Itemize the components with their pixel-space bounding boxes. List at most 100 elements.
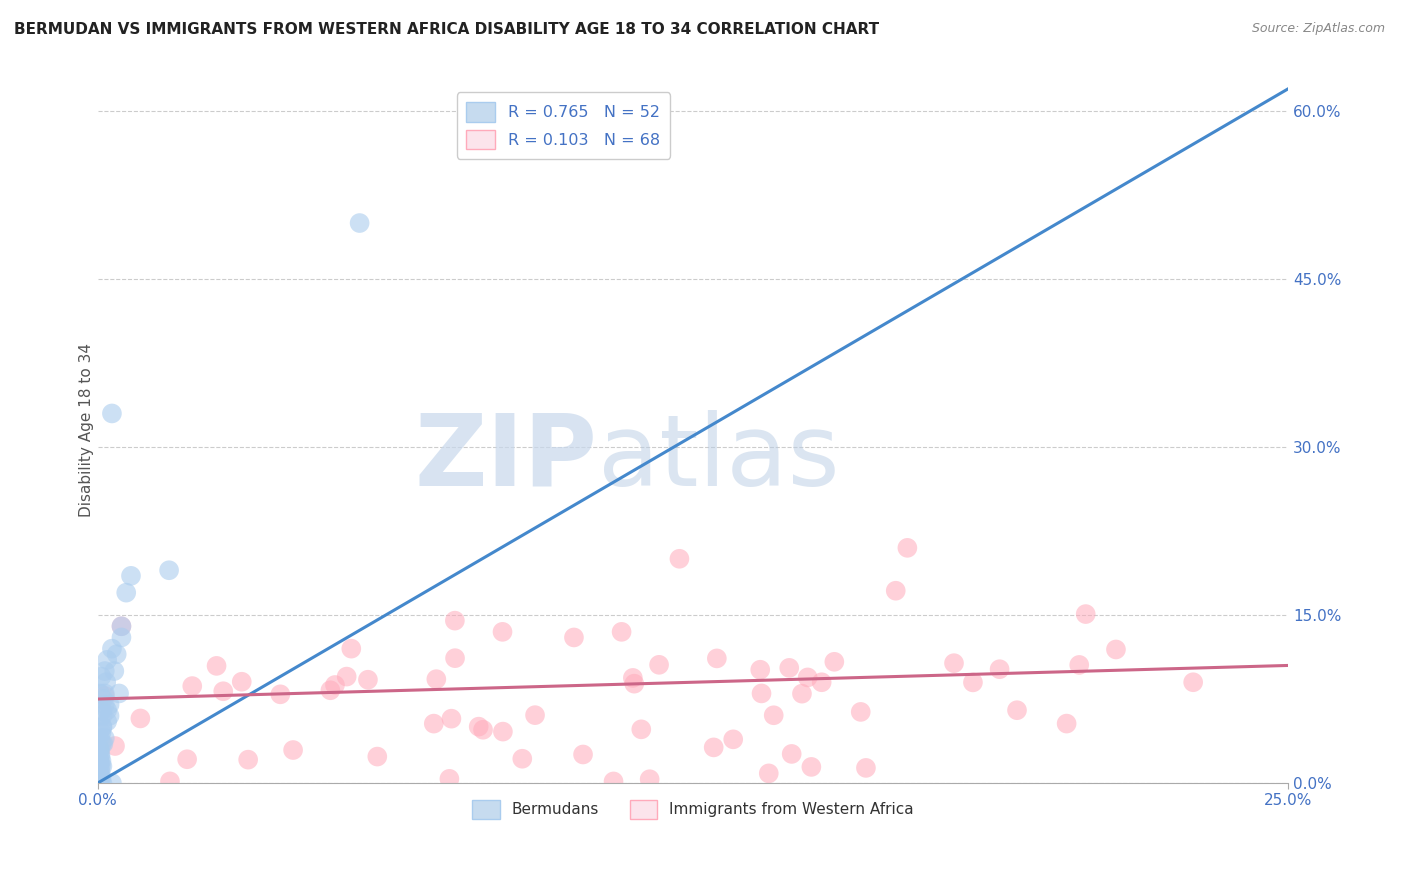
Point [94,698,117,712]
Point [1182,675,1205,690]
Point [93,692,115,706]
Point [648,657,671,672]
Point [94,731,117,746]
Point [89,754,111,768]
Point [366,749,388,764]
Point [638,772,661,787]
Point [94,664,117,678]
Point [89,747,111,762]
Point [96,703,118,717]
Point [90,725,112,739]
Point [762,708,785,723]
Point [340,641,363,656]
Point [602,774,624,789]
Point [110,631,132,645]
Point [323,678,346,692]
Point [721,732,744,747]
Point [129,711,152,725]
Point [89,742,111,756]
Point [440,712,463,726]
Point [212,684,235,698]
Point [572,747,595,762]
Point [89,747,111,762]
Point [269,687,291,701]
Point [157,563,180,577]
Point [89,764,111,779]
Point [439,772,461,786]
Point [621,671,644,685]
Point [93,737,115,751]
Point [104,739,127,753]
Point [943,656,966,670]
Point [98,709,121,723]
Point [758,766,780,780]
Point [90,771,112,785]
Point [425,672,447,686]
Legend: Bermudans, Immigrants from Western Africa: Bermudans, Immigrants from Western Afric… [465,794,920,825]
Point [810,675,832,690]
Point [988,662,1011,676]
Point [751,686,773,700]
Point [115,585,138,599]
Point [610,624,633,639]
Point [87,764,110,779]
Point [800,760,823,774]
Point [87,754,110,768]
Point [91,720,114,734]
Point [524,708,547,723]
Point [101,641,124,656]
Point [778,661,800,675]
Text: Source: ZipAtlas.com: Source: ZipAtlas.com [1251,22,1385,36]
Point [159,774,181,789]
Point [90,670,112,684]
Point [630,723,652,737]
Point [849,705,872,719]
Point [90,737,112,751]
Point [796,670,818,684]
Point [94,686,117,700]
Point [205,658,228,673]
Point [94,689,117,703]
Point [790,687,813,701]
Point [90,759,112,773]
Point [706,651,728,665]
Point [357,673,380,687]
Point [110,619,132,633]
Point [238,753,260,767]
Point [319,683,342,698]
Point [89,731,111,746]
Point [91,709,114,723]
Point [108,686,131,700]
Point [1074,607,1097,621]
Point [623,676,645,690]
Point [281,743,304,757]
Point [87,776,110,790]
Point [89,742,111,756]
Point [90,754,112,768]
Text: ZIP: ZIP [415,410,598,507]
Point [823,655,845,669]
Point [884,583,907,598]
Point [780,747,803,761]
Text: BERMUDAN VS IMMIGRANTS FROM WESTERN AFRICA DISABILITY AGE 18 TO 34 CORRELATION C: BERMUDAN VS IMMIGRANTS FROM WESTERN AFRI… [14,22,879,37]
Point [1105,642,1128,657]
Point [962,675,984,690]
Point [1056,716,1078,731]
Point [703,740,725,755]
Point [668,551,690,566]
Point [467,720,489,734]
Point [89,759,111,773]
Point [120,569,142,583]
Text: atlas: atlas [598,410,839,507]
Point [562,631,585,645]
Point [491,624,513,639]
Point [105,647,128,661]
Point [1005,703,1028,717]
Point [444,614,467,628]
Point [444,651,467,665]
Point [336,670,359,684]
Point [89,771,111,785]
Point [510,752,533,766]
Point [98,698,121,712]
Point [91,776,114,790]
